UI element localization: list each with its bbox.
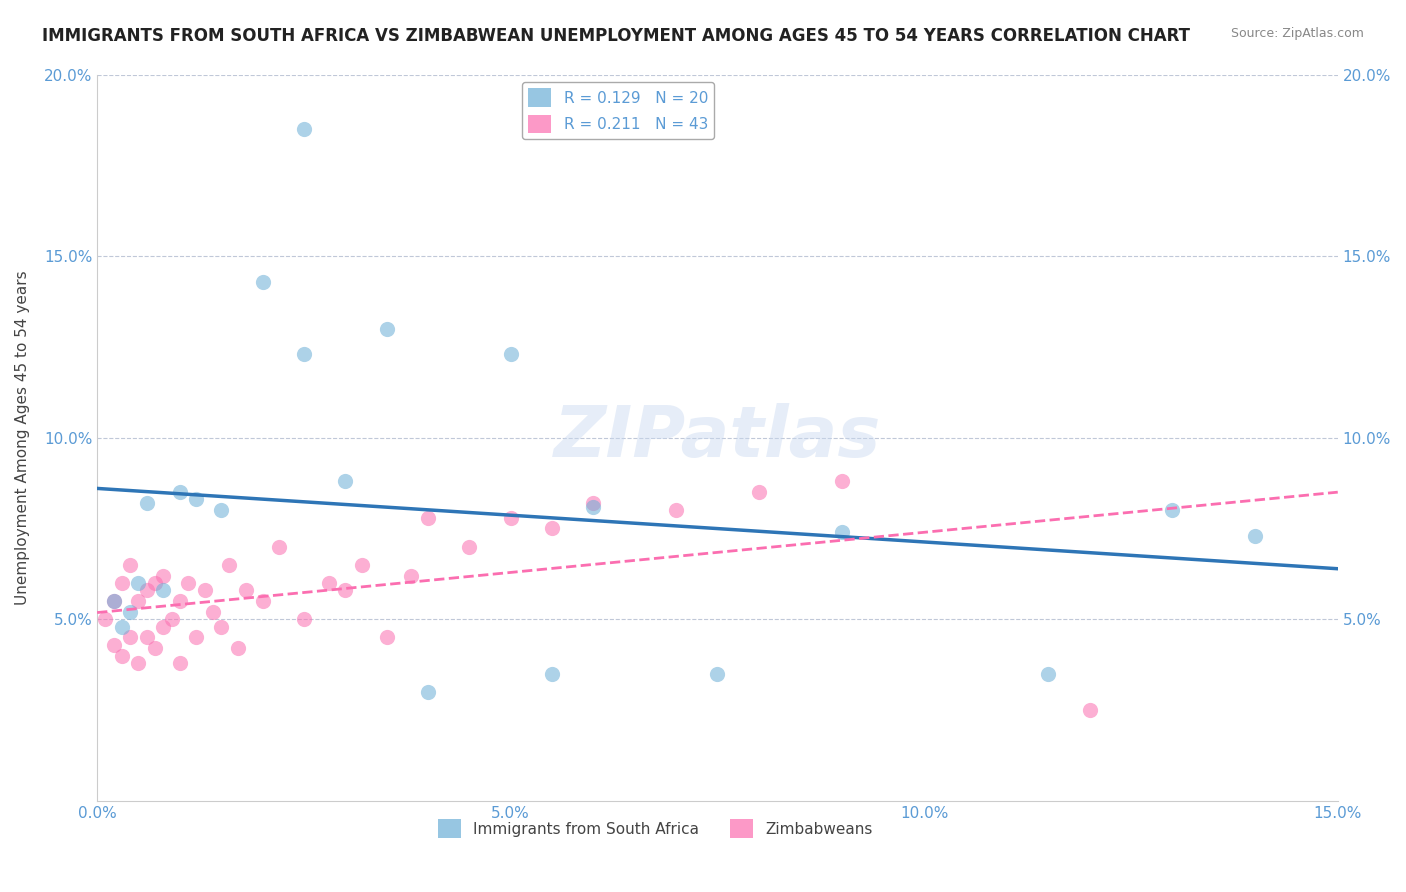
- Point: [226, 641, 249, 656]
- Point: [416, 510, 439, 524]
- Point: [252, 594, 274, 608]
- Point: [541, 521, 564, 535]
- Point: [458, 540, 481, 554]
- Point: [582, 500, 605, 514]
- Point: [335, 475, 357, 489]
- Point: [499, 510, 522, 524]
- Point: [201, 605, 224, 619]
- Point: [375, 631, 398, 645]
- Point: [111, 576, 134, 591]
- Point: [401, 568, 423, 582]
- Point: [103, 594, 125, 608]
- Point: [194, 583, 217, 598]
- Point: [103, 638, 125, 652]
- Point: [292, 612, 315, 626]
- Point: [186, 631, 208, 645]
- Point: [1161, 503, 1184, 517]
- Point: [252, 275, 274, 289]
- Point: [127, 594, 149, 608]
- Point: [318, 576, 340, 591]
- Point: [209, 503, 232, 517]
- Point: [831, 525, 853, 540]
- Point: [209, 619, 232, 633]
- Point: [292, 347, 315, 361]
- Point: [665, 503, 688, 517]
- Point: [1078, 703, 1101, 717]
- Point: [152, 568, 174, 582]
- Point: [416, 685, 439, 699]
- Point: [335, 583, 357, 598]
- Point: [94, 612, 117, 626]
- Point: [120, 558, 142, 572]
- Point: [143, 576, 166, 591]
- Point: [120, 631, 142, 645]
- Point: [143, 641, 166, 656]
- Point: [169, 656, 191, 670]
- Point: [375, 322, 398, 336]
- Point: [169, 594, 191, 608]
- Point: [499, 347, 522, 361]
- Point: [186, 492, 208, 507]
- Point: [152, 583, 174, 598]
- Text: ZIPatlas: ZIPatlas: [554, 403, 882, 472]
- Point: [748, 485, 770, 500]
- Text: IMMIGRANTS FROM SOUTH AFRICA VS ZIMBABWEAN UNEMPLOYMENT AMONG AGES 45 TO 54 YEAR: IMMIGRANTS FROM SOUTH AFRICA VS ZIMBABWE…: [42, 27, 1191, 45]
- Point: [135, 631, 157, 645]
- Point: [706, 666, 728, 681]
- Point: [1038, 666, 1060, 681]
- Point: [103, 594, 125, 608]
- Text: Source: ZipAtlas.com: Source: ZipAtlas.com: [1230, 27, 1364, 40]
- Point: [267, 540, 290, 554]
- Point: [120, 605, 142, 619]
- Point: [292, 122, 315, 136]
- Point: [127, 656, 149, 670]
- Point: [235, 583, 257, 598]
- Point: [135, 583, 157, 598]
- Point: [541, 666, 564, 681]
- Point: [169, 485, 191, 500]
- Y-axis label: Unemployment Among Ages 45 to 54 years: Unemployment Among Ages 45 to 54 years: [15, 270, 30, 605]
- Point: [135, 496, 157, 510]
- Point: [111, 619, 134, 633]
- Legend: Immigrants from South Africa, Zimbabweans: Immigrants from South Africa, Zimbabwean…: [432, 814, 879, 844]
- Point: [111, 648, 134, 663]
- Point: [1244, 529, 1267, 543]
- Point: [152, 619, 174, 633]
- Point: [582, 496, 605, 510]
- Point: [177, 576, 200, 591]
- Point: [350, 558, 373, 572]
- Point: [831, 475, 853, 489]
- Point: [127, 576, 149, 591]
- Point: [160, 612, 183, 626]
- Point: [218, 558, 240, 572]
